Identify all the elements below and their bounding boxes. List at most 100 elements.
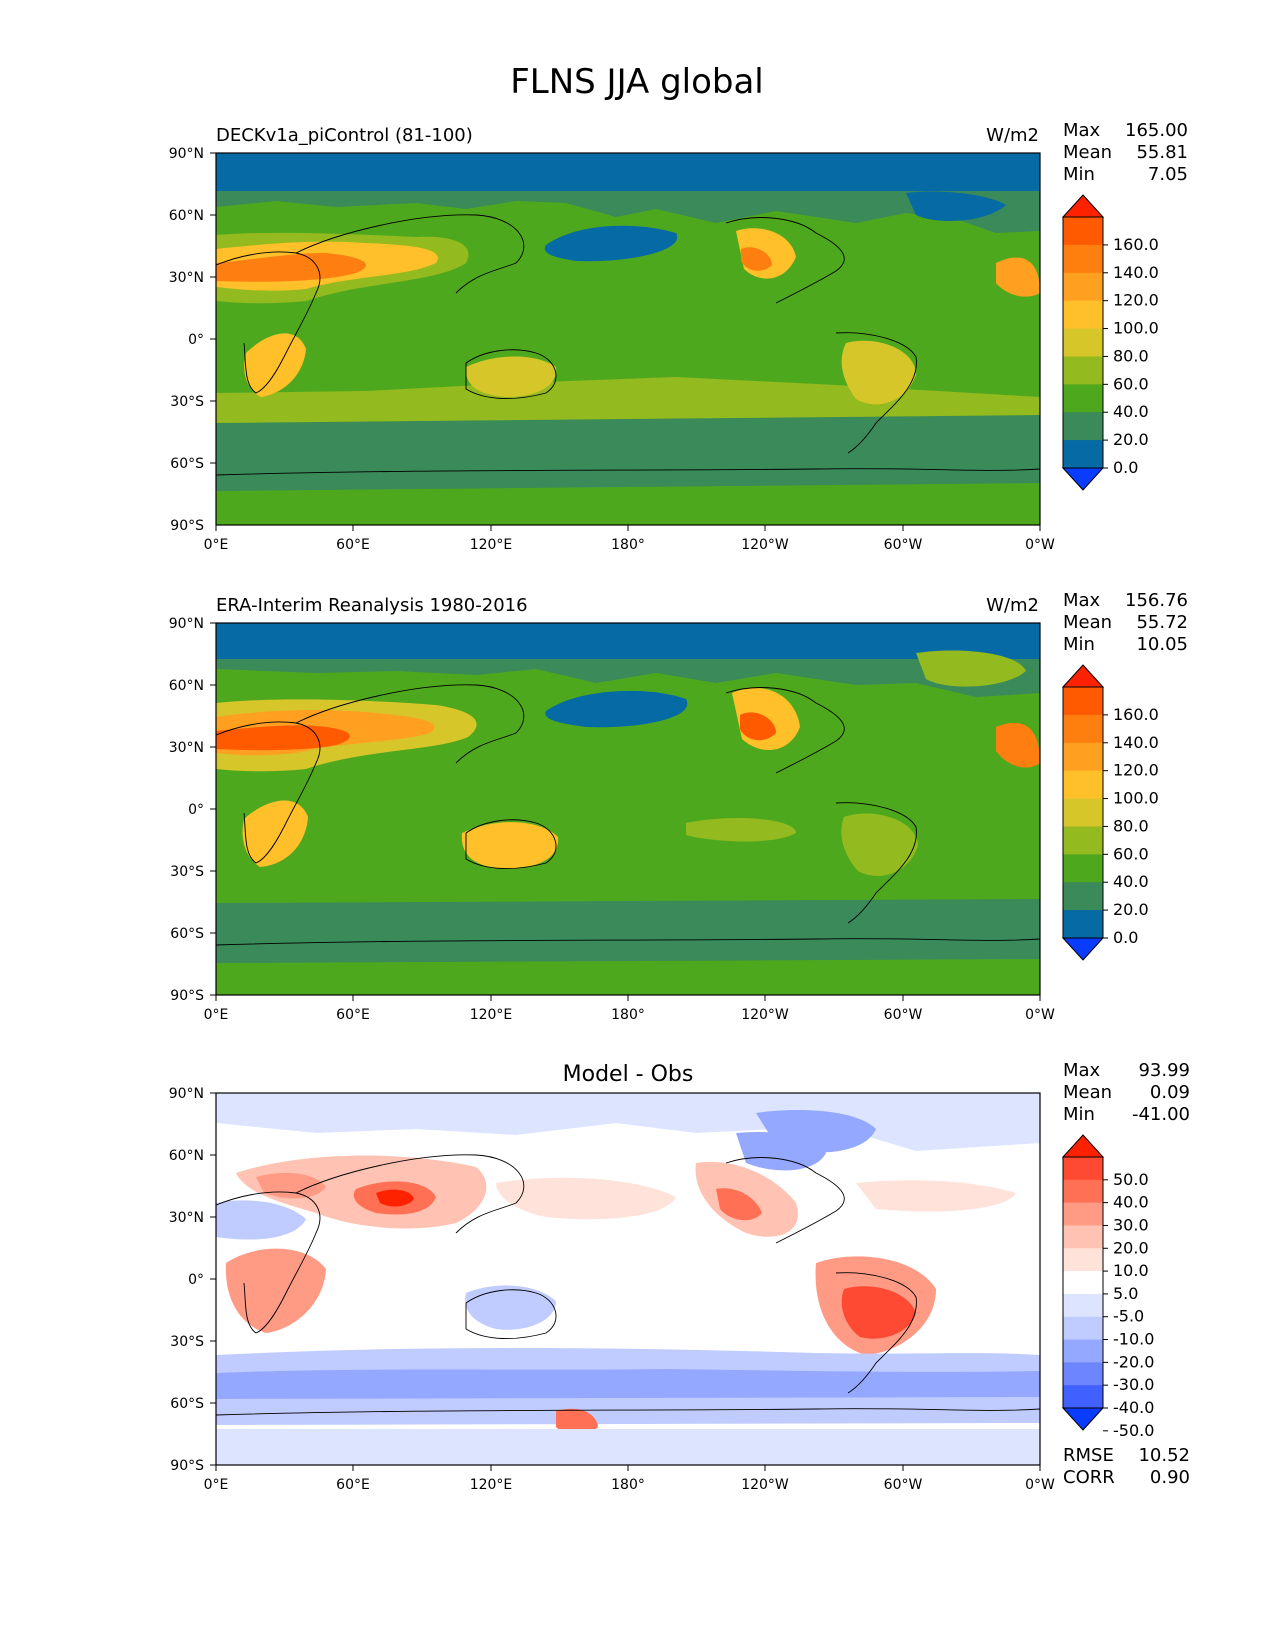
y-ticks: 90°N 60°N 30°N 0° 30°S 60°S 90°S	[169, 616, 216, 1004]
y-tick-label: 30°S	[170, 864, 204, 880]
colorbar-segment	[1063, 1339, 1103, 1363]
north-atlantic-region	[916, 650, 1026, 687]
stat-value: 55.81	[1136, 142, 1188, 163]
colorbar-segment	[1063, 770, 1103, 800]
panel-stats: Max 156.76 Mean 55.72 Min 10.05	[1063, 590, 1188, 655]
y-ticks: 90°N 60°N 30°N 0° 30°S 60°S 90°S	[169, 1086, 216, 1474]
x-ticks: 0°E 60°E 120°E 180° 120°W 60°W 0°W	[204, 995, 1055, 1023]
x-tick-label: 60°W	[884, 1007, 923, 1023]
metric-value: 10.52	[1138, 1445, 1190, 1466]
colorbar-segment	[1063, 384, 1103, 413]
colorbar-label: 100.0	[1113, 319, 1159, 338]
stat-label: Min	[1063, 164, 1095, 185]
colorbar-label: 80.0	[1113, 816, 1149, 835]
y-tick-label: 90°N	[169, 146, 204, 162]
colorbar-label: 40.0	[1113, 872, 1149, 891]
colorbar-segment	[1063, 1248, 1103, 1272]
colorbar-label: 20.0	[1113, 1238, 1149, 1257]
colorbar-segment	[1063, 1362, 1103, 1386]
stat-value: 165.00	[1125, 120, 1188, 141]
stat-label: Mean	[1063, 612, 1112, 633]
x-tick-label: 60°W	[884, 1477, 923, 1493]
colorbar-frame	[1062, 686, 1104, 939]
colorbar-segment	[1063, 714, 1103, 744]
colorbar-segment	[1063, 1179, 1103, 1204]
y-tick-label: 0°	[188, 1272, 204, 1288]
y-tick-label: 60°N	[169, 1148, 204, 1164]
colorbar-segment	[1063, 328, 1103, 357]
colorbar: 160.0 140.0 120.0 100.0 80.0 60.0 40.0 20.0 0.0	[1061, 664, 1159, 961]
metric-value: 0.90	[1150, 1467, 1190, 1488]
colorbar-label: -20.0	[1113, 1352, 1154, 1371]
north-america-core-positive	[716, 1188, 762, 1221]
panel-ref: ERA-Interim Reanalysis 1980-2016 W/m2 Ma…	[169, 590, 1188, 1023]
south-america	[841, 340, 916, 405]
colorbar-label: 0.0	[1113, 458, 1138, 477]
stat-label: Max	[1063, 1060, 1101, 1081]
stat-value: 7.05	[1148, 164, 1188, 185]
southern-ocean-band	[216, 415, 1040, 493]
colorbar-segment	[1063, 742, 1103, 772]
coastlines	[216, 684, 1040, 946]
panel-stats: Max 93.99 Mean 0.09 Min -41.00	[1063, 1060, 1190, 1125]
colorbar-label: 80.0	[1113, 346, 1149, 365]
colorbar-label: -40.0	[1113, 1398, 1154, 1417]
colorbar-label: 140.0	[1113, 263, 1159, 282]
pacific-positive	[496, 1177, 676, 1220]
x-tick-label: 0°E	[204, 1007, 229, 1023]
stat-label: Mean	[1063, 1082, 1112, 1103]
y-tick-label: 30°N	[169, 740, 204, 756]
colorbar-segment	[1063, 272, 1103, 302]
colorbar-label: -5.0	[1113, 1307, 1144, 1326]
x-tick-label: 180°	[611, 1007, 645, 1023]
stat-label: Min	[1063, 634, 1095, 655]
map-plot	[216, 1093, 1040, 1465]
colorbar-label: 140.0	[1113, 733, 1159, 752]
panel-units: W/m2	[986, 125, 1039, 146]
southern-africa	[242, 800, 308, 867]
africa-positive	[225, 1248, 326, 1333]
colorbar-segment	[1063, 826, 1103, 855]
colorbar-label: 10.0	[1113, 1261, 1149, 1280]
colorbar-segment	[1063, 412, 1103, 441]
colorbar-label: 20.0	[1113, 430, 1149, 449]
x-tick-label: 120°W	[741, 537, 789, 553]
sahara-asia-peak	[216, 253, 366, 282]
southern-africa	[244, 333, 306, 397]
panel-metrics: RMSE 10.52 CORR 0.90	[1063, 1445, 1190, 1488]
panel-title: ERA-Interim Reanalysis 1980-2016	[216, 595, 528, 616]
colorbar-label: 40.0	[1113, 402, 1149, 421]
x-tick-label: 180°	[611, 1477, 645, 1493]
panel-test: DECKv1a_piControl (81-100) W/m2 Max 165.…	[169, 120, 1188, 553]
pacific-low	[544, 225, 678, 262]
colorbar-frame	[1062, 1156, 1104, 1409]
panel-diff: Model - Obs Max 93.99 Mean 0.09 Min -41.…	[169, 1060, 1190, 1493]
y-tick-label: 90°S	[170, 518, 204, 534]
coastlines	[216, 214, 1040, 476]
antarctic-band	[216, 1429, 1040, 1465]
x-tick-label: 60°E	[336, 1477, 370, 1493]
y-tick-label: 60°N	[169, 678, 204, 694]
colorbar-segment	[1063, 687, 1103, 716]
x-tick-label: 0°W	[1025, 1007, 1055, 1023]
colorbar-segment	[1063, 300, 1103, 330]
colorbar-frame	[1062, 216, 1104, 469]
colorbar: 50.0 40.0 30.0 20.0 10.0 5.0 -5.0 -10.0 -20.0 -30…	[1061, 1134, 1154, 1440]
colorbar-label: -50.0	[1113, 1421, 1154, 1440]
colorbar-segment	[1063, 356, 1103, 385]
colorbar-label: 160.0	[1113, 235, 1159, 254]
x-tick-label: 0°W	[1025, 1477, 1055, 1493]
southern-ocean-band	[216, 899, 1040, 973]
southern-ocean-core-negative	[216, 1369, 1040, 1399]
colorbar: 160.0 140.0 120.0 100.0 80.0 60.0 40.0 20.0 0.0	[1061, 194, 1159, 491]
colorbar-segment	[1063, 854, 1103, 883]
x-tick-label: 60°E	[336, 537, 370, 553]
panel-title: DECKv1a_piControl (81-100)	[216, 125, 473, 146]
y-tick-label: 0°	[188, 802, 204, 818]
stat-value: 0.09	[1150, 1082, 1190, 1103]
arctic-band	[216, 623, 1040, 659]
y-tick-label: 60°S	[170, 456, 204, 472]
colorbar-segment	[1063, 1293, 1103, 1318]
panel-stats: Max 165.00 Mean 55.81 Min 7.05	[1063, 120, 1188, 185]
y-tick-label: 30°N	[169, 1210, 204, 1226]
